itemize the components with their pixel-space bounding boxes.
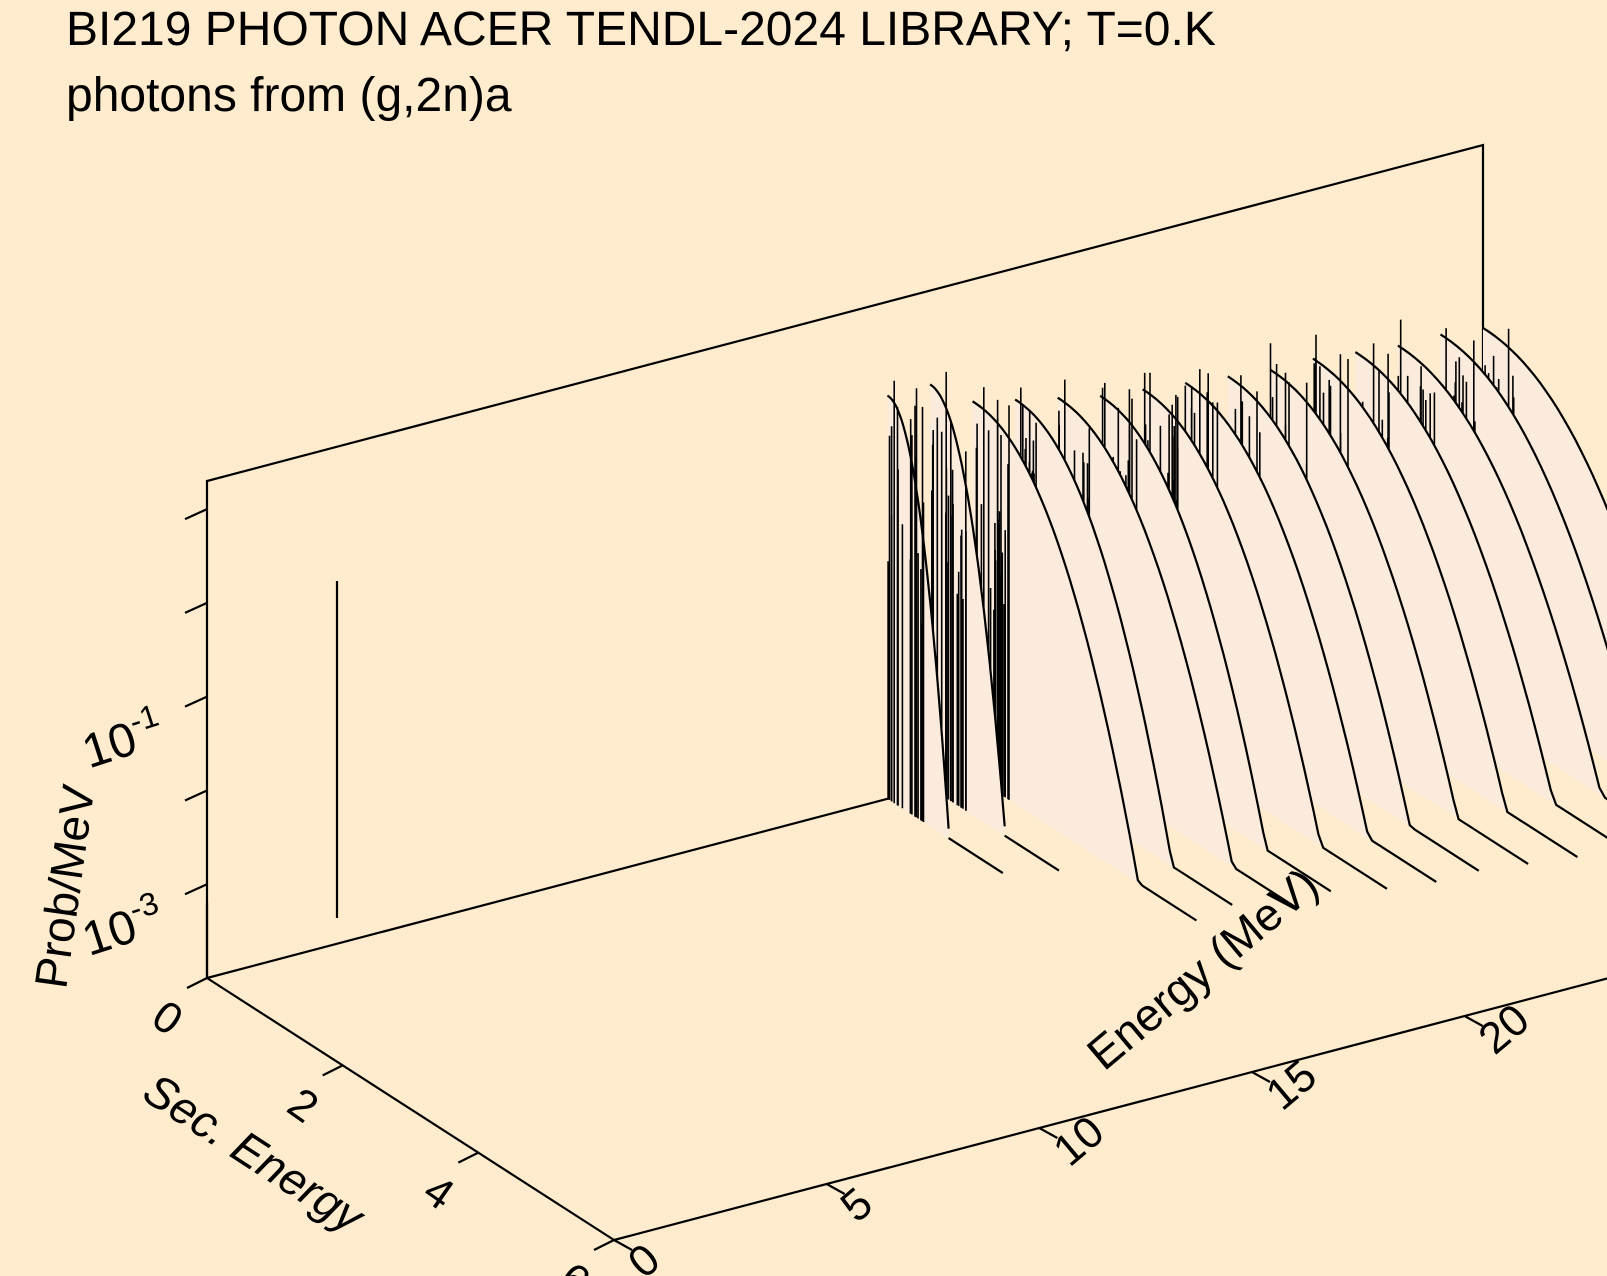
curve-baseline xyxy=(1423,834,1480,872)
curve-baseline xyxy=(947,837,1004,874)
chart-title: BI219 PHOTON ACER TENDL-2024 LIBRARY; T=… xyxy=(66,3,1216,56)
curve-outline xyxy=(1439,333,1607,651)
energy-tick xyxy=(1464,1015,1484,1027)
curve-outline xyxy=(1057,396,1242,873)
sec-energy-tick xyxy=(593,1239,615,1251)
sec-energy-tick-label: 2 xyxy=(279,1078,327,1132)
z-tick xyxy=(184,789,208,802)
sec-energy-axis-title: Sec. Energy xyxy=(135,1063,376,1245)
curve-outline xyxy=(1482,326,1607,512)
z-tick-exponent: -1 xyxy=(125,697,163,740)
sec-energy-tick xyxy=(457,1151,479,1164)
curve-baseline xyxy=(1004,834,1060,872)
curve-baseline xyxy=(1332,852,1388,890)
sec-energy-axis xyxy=(206,977,615,1241)
curves-group xyxy=(205,319,1607,978)
z-tick-label: 10-1 xyxy=(74,697,170,779)
energy-tick-label: 0 xyxy=(619,1234,669,1276)
z-tick xyxy=(184,601,208,614)
curve-baseline xyxy=(1275,855,1332,893)
curve-baseline xyxy=(1571,814,1607,839)
energy-tick-label: 20 xyxy=(1470,995,1539,1064)
energy-tick-label: 15 xyxy=(1257,1051,1326,1120)
curve-outline xyxy=(1354,351,1574,817)
curve-outline xyxy=(929,383,1006,827)
z-tick xyxy=(184,508,208,521)
energy-tick-label: 5 xyxy=(832,1178,882,1231)
chart-subtitle: photons from (g,2n)a xyxy=(66,69,512,122)
z-tick xyxy=(184,883,208,896)
curve-baseline xyxy=(1240,870,1296,908)
z-tick xyxy=(184,695,208,708)
curve-outline xyxy=(1142,388,1334,855)
sec-energy-tick-label: 0 xyxy=(143,991,191,1045)
curve-baseline xyxy=(1141,884,1198,922)
energy-tick xyxy=(826,1183,846,1195)
energy-tick xyxy=(1251,1071,1271,1083)
energy-tick xyxy=(1038,1127,1058,1139)
sec-energy-tick xyxy=(322,1064,344,1077)
sec-energy-tick-label: 4 xyxy=(415,1166,463,1220)
sec-energy-tick xyxy=(186,977,208,989)
energy-tick-label: 10 xyxy=(1044,1107,1113,1176)
curve-baseline xyxy=(1177,869,1233,906)
curve-baseline xyxy=(1473,828,1529,865)
curve-fill xyxy=(972,401,1143,886)
curve-outline xyxy=(1397,344,1607,801)
z-tick-exponent: -3 xyxy=(125,884,163,927)
sec-energy-tick-label: 6 xyxy=(550,1253,598,1276)
curve-outline xyxy=(1227,375,1426,837)
curve-outline xyxy=(1014,398,1179,871)
curve-outline xyxy=(971,400,1144,887)
curve-baseline xyxy=(1522,821,1579,859)
curve-outline xyxy=(1269,368,1475,830)
curve-baseline xyxy=(1381,846,1437,883)
energy-tick xyxy=(613,1239,633,1251)
energy-axis-title: Energy (MeV) xyxy=(1077,857,1328,1079)
